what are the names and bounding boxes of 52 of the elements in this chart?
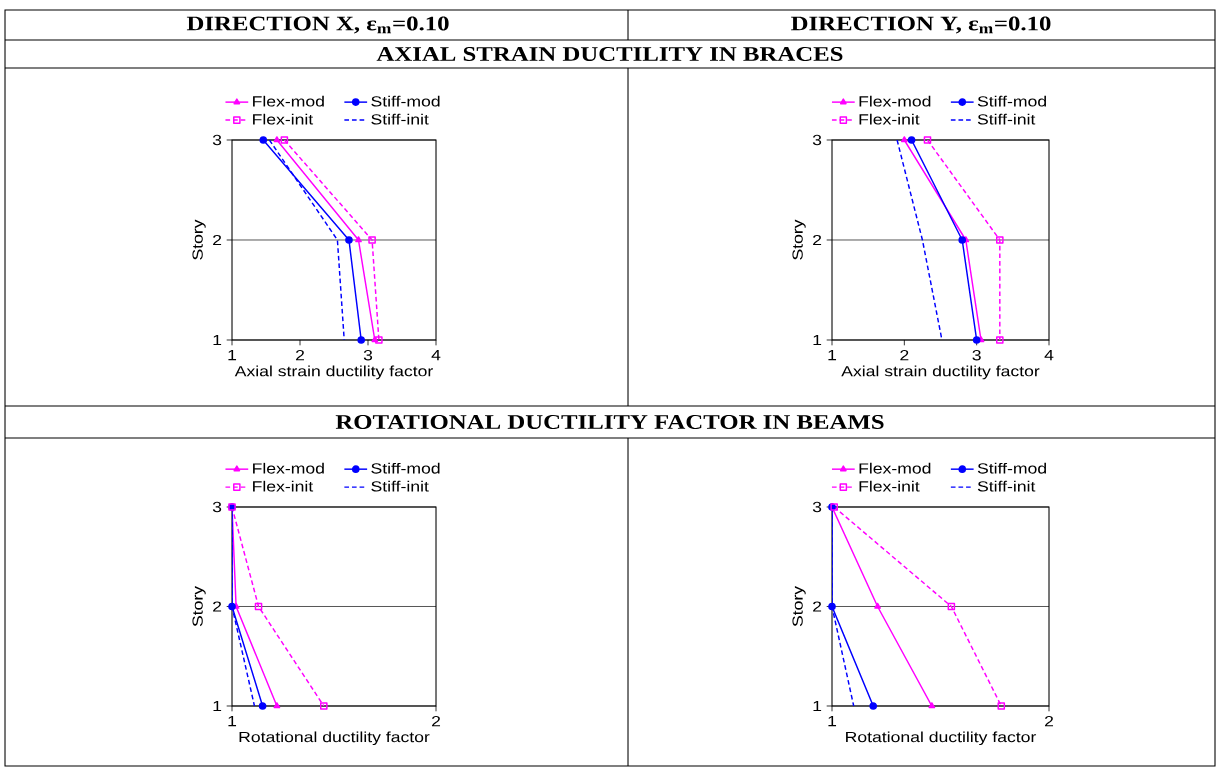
- y-tick-label: 3: [212, 134, 222, 146]
- y-tick-label: 1: [813, 334, 822, 346]
- x-tick-label: 4: [431, 350, 441, 361]
- legend-label: Stiff-init: [371, 480, 429, 492]
- x-tick-label: 1: [828, 350, 837, 361]
- text: ROTATIONAL DUCTILITY FACTOR IN BEAMS: [335, 415, 884, 429]
- x-tick-label: 3: [363, 350, 373, 361]
- legend-label: Flex-mod: [253, 95, 324, 107]
- y-tick-label: 2: [213, 234, 222, 246]
- x-axis-title: Axial strain ductility factor: [841, 365, 1040, 380]
- chart-title: DIRECTION X, ε$_{m}$=0.10: [186, 16, 449, 34]
- legend-label: Flex-init: [253, 480, 314, 492]
- legend-label: Stiff-mod: [977, 462, 1046, 474]
- y-tick-label: 1: [213, 334, 222, 346]
- x-tick-label: 1: [228, 350, 237, 361]
- y-axis-title: Story: [192, 219, 206, 260]
- legend-label: Stiff-init: [371, 113, 429, 125]
- x-tick-label: 2: [431, 716, 441, 727]
- x-tick-label: 3: [972, 350, 981, 361]
- y-tick-label: 1: [213, 700, 222, 712]
- y-axis-title: Story: [192, 586, 206, 627]
- chart-title: DIRECTION Y, ε$_{m}$=0.10: [791, 16, 1051, 34]
- x-axis-title: Rotational ductility factor: [239, 731, 430, 746]
- legend-label: Stiff-mod: [371, 95, 440, 107]
- x-tick-label: 1: [228, 716, 237, 727]
- x-tick-label: 2: [900, 350, 909, 361]
- y-tick-label: 3: [812, 134, 822, 146]
- x-tick-label: 4: [1044, 350, 1054, 361]
- y-tick-label: 3: [812, 501, 822, 513]
- y-axis-title: Story: [792, 219, 806, 260]
- y-tick-label: 3: [212, 501, 222, 513]
- y-axis-title: Story: [792, 586, 806, 627]
- legend-label: Flex-mod: [859, 95, 931, 107]
- legend-label: Stiff-mod: [371, 462, 440, 474]
- y-tick-label: 1: [813, 700, 822, 712]
- y-tick-label: 2: [813, 601, 822, 612]
- y-tick-label: 2: [213, 601, 222, 612]
- legend-label: Stiff-init: [977, 113, 1036, 125]
- legend-label: Flex-init: [859, 480, 920, 492]
- x-tick-label: 1: [828, 716, 837, 727]
- legend-label: Flex-init: [253, 113, 314, 125]
- legend-label: Flex-init: [859, 113, 920, 125]
- x-axis-title: Rotational ductility factor: [846, 731, 1037, 746]
- legend-label: Flex-mod: [859, 462, 931, 474]
- x-tick-label: 2: [1044, 716, 1054, 727]
- x-axis-title: Axial strain ductility factor: [234, 365, 433, 380]
- x-tick-label: 2: [295, 350, 305, 361]
- legend-label: Flex-mod: [253, 462, 324, 474]
- y-tick-label: 2: [813, 234, 822, 246]
- legend-label: Stiff-mod: [977, 95, 1046, 107]
- text: AXIAL STRAIN DUCTILITY IN BRACES: [376, 47, 843, 61]
- legend-label: Stiff-init: [977, 480, 1036, 492]
